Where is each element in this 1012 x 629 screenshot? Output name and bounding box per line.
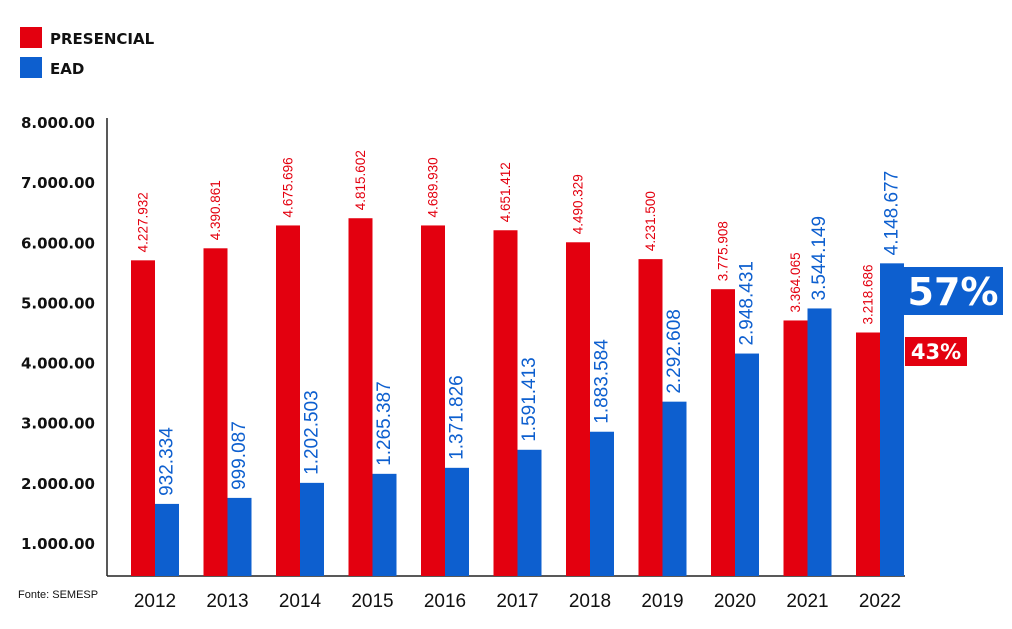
legend-label-ead: EAD <box>50 60 84 78</box>
y-tick-label: 8.000.00 <box>21 114 95 132</box>
x-tick-label: 2020 <box>714 591 756 612</box>
badge-presencial-background <box>905 337 967 366</box>
bar-presencial-2015 <box>348 218 373 576</box>
data-label-presencial-2015: 4.815.602 <box>353 150 368 210</box>
data-label-ead-2014: 1.202.503 <box>302 390 323 475</box>
badge-presencial: 43% <box>905 337 967 366</box>
bar-ead-2020 <box>735 353 759 576</box>
badge-ead-text: 57% <box>908 270 999 314</box>
x-tick-label: 2018 <box>569 591 611 612</box>
bar-presencial-2014 <box>276 225 300 576</box>
data-label-ead-2022: 4.148.677 <box>882 171 903 256</box>
data-label-presencial-2012: 4.227.932 <box>136 192 151 252</box>
bar-ead-2017 <box>517 449 542 576</box>
y-tick-label: 1.000.00 <box>21 535 95 553</box>
bar-presencial-2021 <box>783 320 808 576</box>
x-axis-ticks: 2012 2013 2014 2015 2016 2017 2018 2019 2020 2021… <box>134 591 901 612</box>
source-note: Fonte: SEMESP <box>18 589 98 601</box>
bar-presencial-2016 <box>421 225 445 576</box>
x-tick-label: 2021 <box>786 591 828 612</box>
bar-ead-2012 <box>155 503 179 576</box>
bar-ead-2016 <box>445 467 469 576</box>
y-axis-ticks: 1.000.00 2.000.00 3.000.00 4.000.00 5.000.00… <box>21 114 95 553</box>
data-label-presencial-2021: 3.364.065 <box>788 252 803 312</box>
x-tick-label: 2017 <box>496 591 538 612</box>
x-tick-label: 2014 <box>279 591 322 612</box>
data-label-ead-2016: 1.371.826 <box>447 375 468 460</box>
badge-ead-background <box>903 267 1003 315</box>
legend-label-presencial: PRESENCIAL <box>50 30 155 48</box>
bar-ead-2018 <box>590 431 614 576</box>
data-label-ead-2021: 3.544.149 <box>809 216 830 301</box>
bar-presencial-2020 <box>711 289 735 576</box>
bar-ead-2019 <box>662 401 687 576</box>
data-label-presencial-2014: 4.675.696 <box>281 157 296 217</box>
bar-presencial-2012 <box>131 260 155 576</box>
data-label-presencial-2016: 4.689.930 <box>426 157 441 217</box>
bar-presencial-2022 <box>856 332 880 576</box>
badge-ead: 57% <box>903 267 1003 315</box>
x-tick-label: 2012 <box>134 591 176 612</box>
bar-ead-2015 <box>372 473 397 576</box>
x-tick-label: 2019 <box>641 591 683 612</box>
data-label-presencial-2013: 4.390.861 <box>208 180 223 240</box>
bars: 4.227.932 932.334 4.390.861 999.087 4.675.69… <box>131 150 904 577</box>
data-label-ead-2018: 1.883.584 <box>592 339 613 424</box>
y-tick-label: 6.000.00 <box>21 234 95 252</box>
data-label-ead-2013: 999.087 <box>229 421 250 490</box>
data-label-ead-2017: 1.591.413 <box>519 357 540 442</box>
data-label-ead-2015: 1.265.387 <box>374 381 395 466</box>
y-tick-label: 7.000.00 <box>21 174 95 192</box>
bar-presencial-2017 <box>493 230 518 576</box>
legend-swatch-ead <box>20 57 42 78</box>
y-tick-label: 5.000.00 <box>21 294 95 312</box>
data-label-presencial-2022: 3.218.686 <box>861 264 876 324</box>
x-tick-label: 2015 <box>351 591 393 612</box>
data-label-presencial-2019: 4.231.500 <box>643 191 658 251</box>
data-label-ead-2020: 2.948.431 <box>737 261 758 346</box>
bar-presencial-2018 <box>566 242 590 577</box>
data-label-ead-2012: 932.334 <box>157 427 178 496</box>
y-tick-label: 2.000.00 <box>21 475 95 493</box>
legend: PRESENCIAL EAD <box>20 27 155 78</box>
data-label-presencial-2020: 3.775.908 <box>716 221 731 281</box>
bar-presencial-2019 <box>638 259 663 576</box>
data-label-presencial-2017: 4.651.412 <box>498 162 513 222</box>
x-tick-label: 2016 <box>424 591 466 612</box>
x-tick-label: 2013 <box>206 591 248 612</box>
bar-presencial-2013 <box>203 248 228 577</box>
bar-ead-2013 <box>227 497 252 576</box>
bar-ead-2022 <box>880 263 904 576</box>
data-label-ead-2019: 2.292.608 <box>664 309 685 394</box>
x-tick-label: 2022 <box>859 591 901 612</box>
bar-ead-2014 <box>300 482 324 576</box>
bar-ead-2021 <box>807 308 832 576</box>
data-label-presencial-2018: 4.490.329 <box>571 174 586 234</box>
y-tick-label: 4.000.00 <box>21 355 95 373</box>
legend-swatch-presencial <box>20 27 42 48</box>
y-tick-label: 3.000.00 <box>21 415 95 433</box>
badge-presencial-text: 43% <box>911 340 961 364</box>
